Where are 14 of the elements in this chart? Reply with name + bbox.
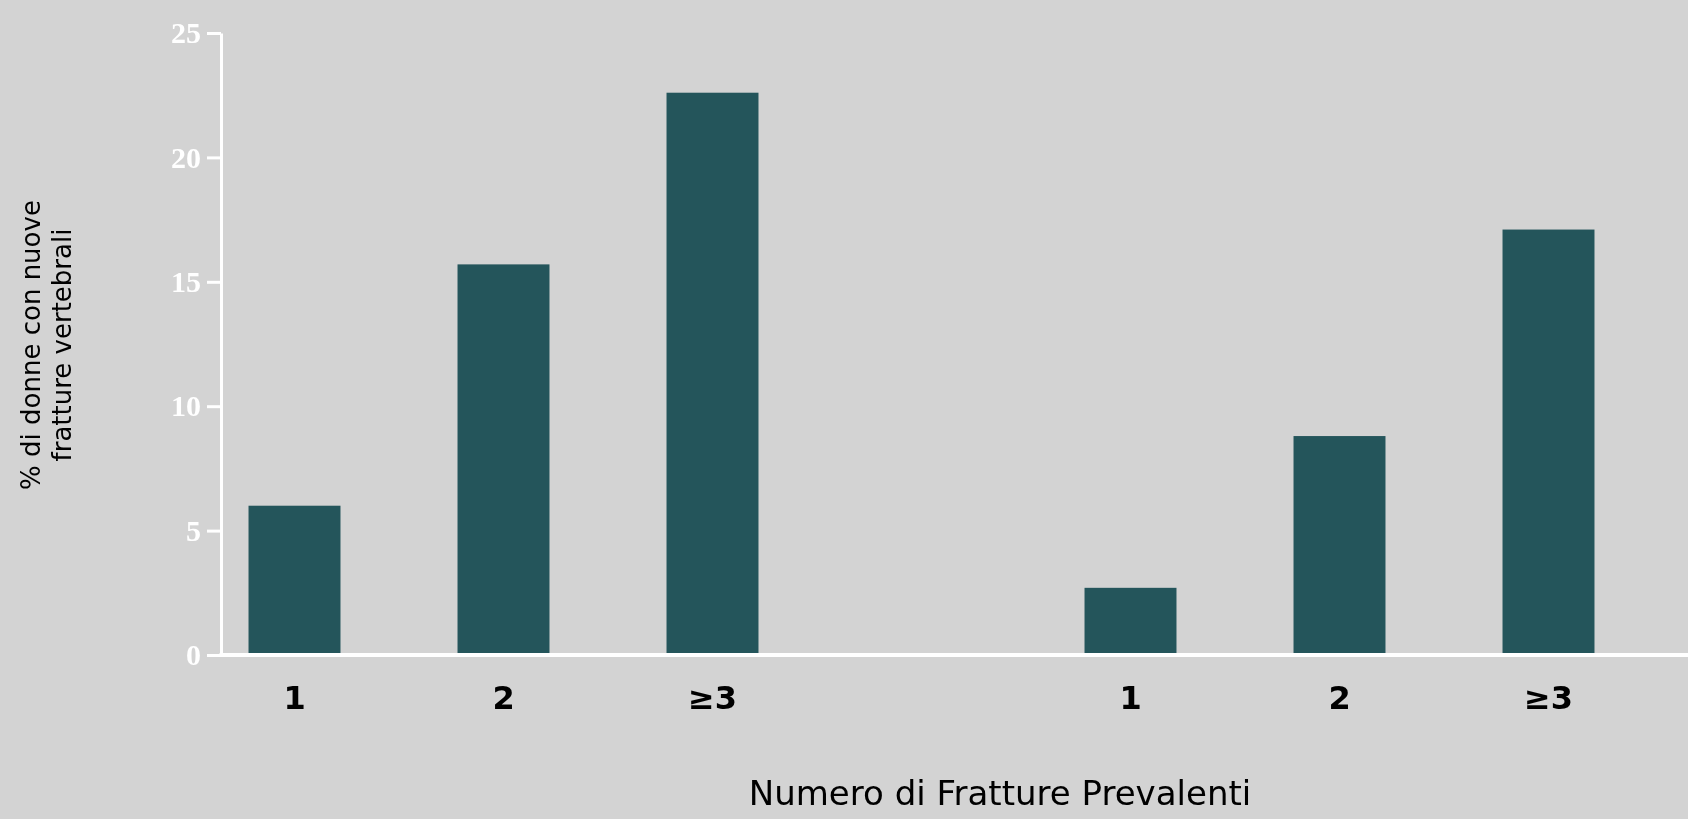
bar	[666, 92, 759, 655]
x-tick-label: 2	[492, 679, 515, 718]
x-tick-label: 1	[283, 679, 306, 718]
x-tick-label: ≥3	[1523, 679, 1574, 718]
bar	[457, 264, 550, 655]
y-axis-title: % di donne con nuove fratture vertebrali	[16, 200, 78, 490]
x-tick-label: ≥3	[687, 679, 738, 718]
x-tick-label: 1	[1119, 679, 1142, 718]
bar	[1084, 587, 1177, 655]
x-axis-title: Numero di Fratture Prevalenti	[748, 773, 1252, 813]
bar	[248, 505, 341, 655]
bar	[1293, 436, 1386, 655]
bar	[1502, 229, 1595, 655]
x-tick-label: 2	[1328, 679, 1351, 718]
